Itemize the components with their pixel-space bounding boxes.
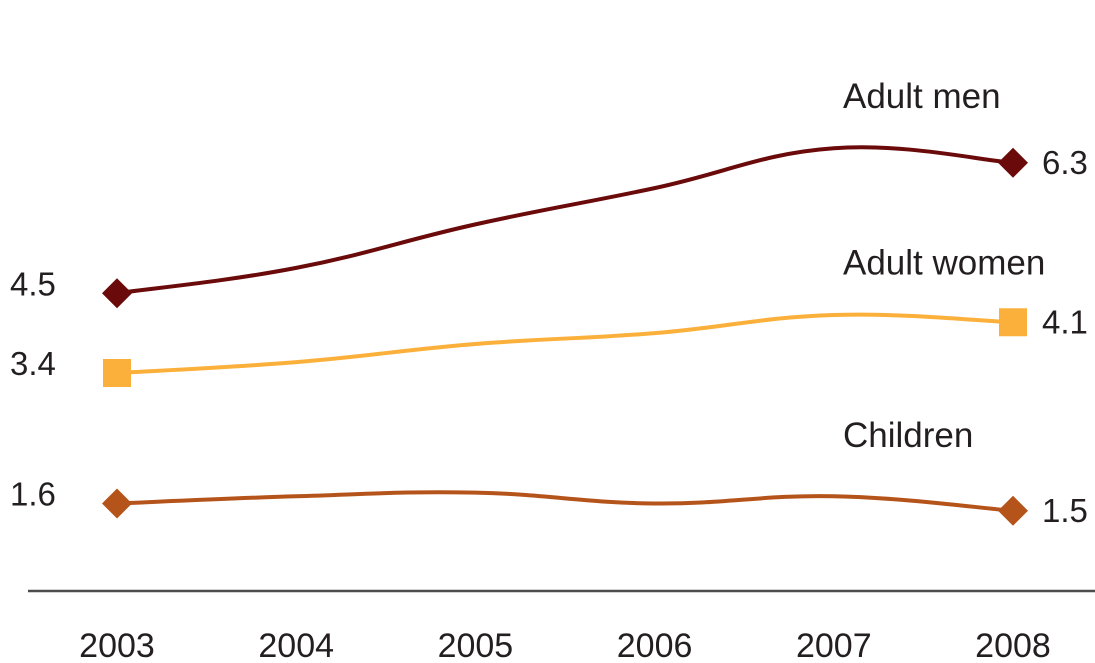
- point-adult-women-end: [999, 308, 1027, 337]
- series-markers: [102, 147, 1028, 526]
- x-tick-label-2003: 2003: [79, 627, 155, 663]
- series-lines: [115, 145, 1015, 513]
- end-value-adult-men: 6.3: [1042, 144, 1088, 181]
- x-tick-label-2004: 2004: [258, 627, 334, 663]
- point-children-end: [998, 495, 1028, 526]
- end-value-adult-women: 4.1: [1042, 303, 1088, 340]
- series-labels: 4.5 6.3 Adult men 3.4 4.1 Adult women 1.6 1.5 Ch…: [10, 77, 1088, 529]
- series-name-adult-men: Adult men: [843, 77, 1001, 116]
- point-children-start: [102, 488, 132, 519]
- x-tick-label-2007: 2007: [796, 627, 872, 663]
- start-value-adult-women: 3.4: [10, 345, 56, 382]
- point-adult-women-start: [103, 359, 131, 387]
- series-line-children: [115, 490, 1015, 513]
- x-axis-tick-labels: 2003 2004 2005 2006 2007 2008: [79, 627, 1051, 663]
- point-adult-men-end: [998, 147, 1028, 178]
- end-value-children: 1.5: [1042, 492, 1088, 529]
- series-line-adult-women: [115, 312, 1015, 375]
- series-name-adult-women: Adult women: [843, 243, 1045, 282]
- series-line-adult-men: [115, 145, 1015, 296]
- start-value-children: 1.6: [10, 476, 56, 513]
- x-tick-label-2008: 2008: [975, 627, 1051, 663]
- x-tick-label-2005: 2005: [438, 627, 514, 663]
- point-adult-men-start: [102, 278, 132, 309]
- x-tick-label-2006: 2006: [617, 627, 693, 663]
- series-name-children: Children: [843, 416, 973, 455]
- start-value-adult-men: 4.5: [10, 265, 56, 302]
